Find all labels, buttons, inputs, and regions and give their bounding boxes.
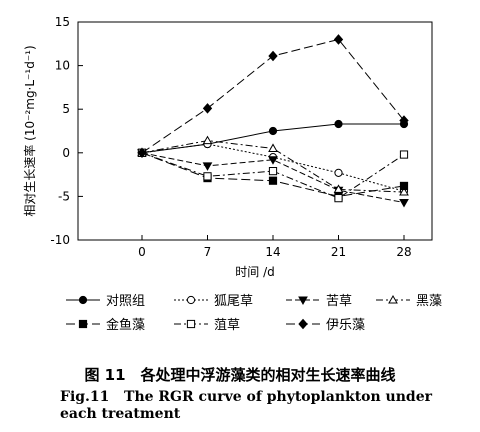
data-point [399, 199, 409, 208]
x-tick-label: 28 [396, 245, 411, 259]
data-point [268, 126, 278, 136]
caption-english: Fig.11 The RGR curve of phytoplankton un… [60, 389, 460, 423]
legend-entry: 对照组 [66, 294, 145, 309]
legend-entry: 金鱼藻 [66, 317, 145, 333]
x-axis-label: 时间 /d [235, 265, 274, 279]
legend-entry: 苦草 [286, 293, 352, 309]
data-point [399, 181, 409, 191]
data-point [334, 168, 343, 177]
data-point [268, 167, 278, 176]
x-tick-label: 7 [204, 245, 212, 259]
legend-marker [298, 296, 308, 306]
data-point [333, 34, 344, 45]
caption-english-text: The RGR curve of phytoplankton under eac… [60, 389, 432, 422]
legend-marker [186, 295, 196, 305]
series-line [141, 152, 405, 203]
y-tick-label: 15 [55, 15, 70, 29]
legend-label: 金鱼藻 [106, 317, 145, 333]
data-point [399, 187, 409, 196]
legend-marker [78, 319, 88, 329]
x-tick-label: 0 [138, 245, 146, 259]
series-7 [137, 34, 409, 159]
data-point [203, 172, 212, 181]
rgr-line-chart: 15 10 5 0 -5 -10 0 7 14 21 28 时间 /d 相对生长速率 (10⁻²mg·L… [22, 15, 442, 333]
data-point [334, 194, 343, 203]
data-point [334, 119, 343, 129]
legend-marker [78, 295, 88, 305]
legend-label: 对照组 [106, 294, 145, 309]
data-point [268, 143, 278, 152]
legend-label: 黑藻 [416, 294, 442, 309]
legend-label: 苦草 [326, 293, 352, 309]
y-axis-label: 相对生长速率 (10⁻²mg·L⁻¹d⁻¹) [22, 45, 37, 216]
data-point [202, 103, 213, 114]
legend-marker [298, 318, 308, 330]
series-4 [137, 135, 409, 196]
y-tick-label: 0 [62, 146, 70, 160]
y-tick-label: -5 [58, 189, 70, 203]
legend-entry: 菹草 [174, 318, 240, 333]
x-tick-label: 21 [331, 245, 346, 259]
y-tick-label: 5 [62, 102, 70, 116]
legend-label: 狐尾草 [214, 294, 253, 309]
y-tick-label: -10 [50, 233, 70, 247]
data-point [399, 115, 409, 126]
data-point [202, 162, 213, 171]
data-point [268, 156, 278, 165]
data-point [268, 176, 278, 185]
caption-english-label: Fig.11 [60, 389, 110, 405]
legend-entry: 黑藻 [376, 294, 442, 309]
plot-frame [77, 21, 433, 241]
data-point [202, 135, 213, 145]
data-point [399, 150, 409, 159]
legend-label: 菹草 [214, 318, 240, 333]
legend-entry: 狐尾草 [174, 294, 253, 309]
y-tick-label: 10 [55, 59, 70, 73]
legend-entry: 伊乐藻 [286, 318, 365, 333]
legend-label: 伊乐藻 [326, 318, 365, 333]
caption-chinese: 图 11 各处理中浮游藻类的相对生长速率曲线 [84, 366, 396, 384]
data-point [137, 147, 147, 159]
series-line [141, 140, 405, 193]
legend-marker [388, 294, 398, 304]
figure-caption: 图 11 各处理中浮游藻类的相对生长速率曲线 Fig.11 The RGR cu… [0, 364, 480, 423]
x-tick-label: 14 [265, 245, 280, 259]
legend-marker [186, 319, 196, 329]
data-point [268, 50, 278, 62]
